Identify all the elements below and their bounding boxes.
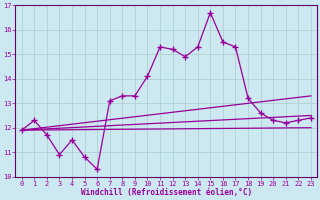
X-axis label: Windchill (Refroidissement éolien,°C): Windchill (Refroidissement éolien,°C) [81,188,252,197]
